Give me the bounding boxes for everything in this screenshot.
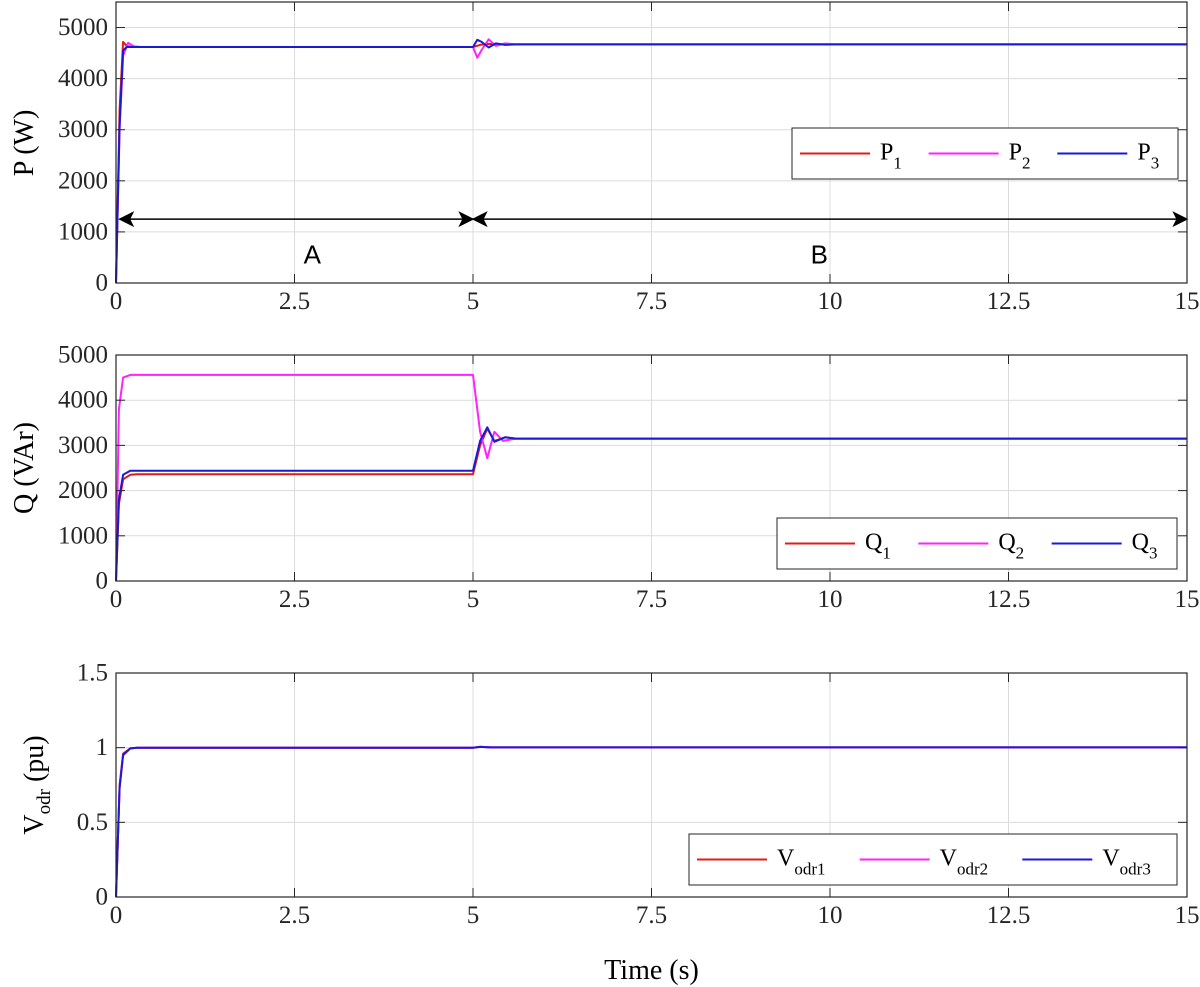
legend-label-q2: Q2 xyxy=(998,530,1024,563)
series-line-q2 xyxy=(115,373,1187,582)
y-tick-label: 4000 xyxy=(58,65,108,92)
legend-label-q1: Q1 xyxy=(865,530,891,563)
region-label-a: A xyxy=(304,239,322,269)
y-tick-label: 3000 xyxy=(58,116,108,143)
series-line-q3 xyxy=(115,426,1187,582)
y-tick-label: 5000 xyxy=(58,342,108,369)
x-tick-label: 12.5 xyxy=(987,288,1031,315)
x-tick-label: 7.5 xyxy=(636,586,667,613)
legend-label-vodr2: Vodr2 xyxy=(940,846,989,879)
legend: Vodr1 Vodr2 Vodr3 xyxy=(688,833,1178,886)
y-tick-label: 0 xyxy=(96,568,109,595)
x-tick-label: 5 xyxy=(467,902,480,929)
x-tick-label: 2.5 xyxy=(279,586,310,613)
region-label-b: B xyxy=(811,239,828,269)
y-tick-label: 0 xyxy=(96,270,109,297)
x-tick-label: 2.5 xyxy=(279,902,310,929)
x-tick-label: 15 xyxy=(1175,902,1200,929)
legend-box xyxy=(688,833,1178,886)
x-tick-label: 0 xyxy=(110,902,123,929)
y-tick-label: 2000 xyxy=(58,477,108,504)
legend: P1 P2 P3 xyxy=(791,127,1179,180)
y-tick-label: 4000 xyxy=(58,387,108,414)
y-tick-label: 1.5 xyxy=(77,660,108,687)
chart-panel-2: 0 2.5 5 7.5 10 12.5 15 0 1000 2000 3000 4000 5000 Q (… xyxy=(9,342,1200,614)
x-axis-label: Time (s) xyxy=(604,955,699,986)
y-tick-label: 2000 xyxy=(58,167,108,194)
x-tick-label: 10 xyxy=(818,902,843,929)
x-tick-label: 10 xyxy=(818,288,843,315)
legend-label-vodr1: Vodr1 xyxy=(777,846,826,879)
series-line-p3 xyxy=(115,38,1187,284)
x-tick-label: 0 xyxy=(110,586,123,613)
x-tick-label: 10 xyxy=(818,586,843,613)
y-axis-label: P (W) xyxy=(9,110,40,177)
x-tick-label: 5 xyxy=(467,288,480,315)
x-tick-label: 12.5 xyxy=(987,586,1031,613)
x-tick-label: 15 xyxy=(1175,586,1200,613)
y-tick-label: 0.5 xyxy=(77,809,108,836)
chart-panel-3: 0 2.5 5 7.5 10 12.5 15 0 0.5 1 1.5 Vodr (pu) Time (s… xyxy=(19,660,1200,987)
legend-label-p2: P2 xyxy=(1009,140,1031,173)
x-tick-label: 2.5 xyxy=(279,288,310,315)
y-tick-label: 3000 xyxy=(58,432,108,459)
y-axis-label: Vodr (pu) xyxy=(19,735,56,834)
legend-label-p1: P1 xyxy=(880,140,902,173)
chart-panel-1: A B 0 2.5 5 7.5 10 12.5 15 0 1000 2000 3000 4000 5000 P… xyxy=(9,1,1200,315)
legend-label-p3: P3 xyxy=(1137,140,1159,173)
x-tick-label: 12.5 xyxy=(987,902,1031,929)
x-tick-label: 5 xyxy=(467,586,480,613)
y-tick-label: 5000 xyxy=(58,14,108,41)
y-tick-label: 1000 xyxy=(58,522,108,549)
x-tick-label: 7.5 xyxy=(636,288,667,315)
legend-label-vodr3: Vodr3 xyxy=(1102,846,1151,879)
x-tick-label: 15 xyxy=(1175,288,1200,315)
legend: Q1 Q2 Q3 xyxy=(776,517,1178,570)
y-tick-label: 1000 xyxy=(58,218,108,245)
y-axis-label: Q (VAr) xyxy=(9,422,40,514)
x-tick-label: 0 xyxy=(110,288,123,315)
series-line-vodr3 xyxy=(115,745,1187,898)
y-tick-label: 0 xyxy=(96,884,109,911)
x-tick-label: 7.5 xyxy=(636,902,667,929)
y-tick-label: 1 xyxy=(96,734,109,761)
legend-label-q3: Q3 xyxy=(1132,530,1158,563)
